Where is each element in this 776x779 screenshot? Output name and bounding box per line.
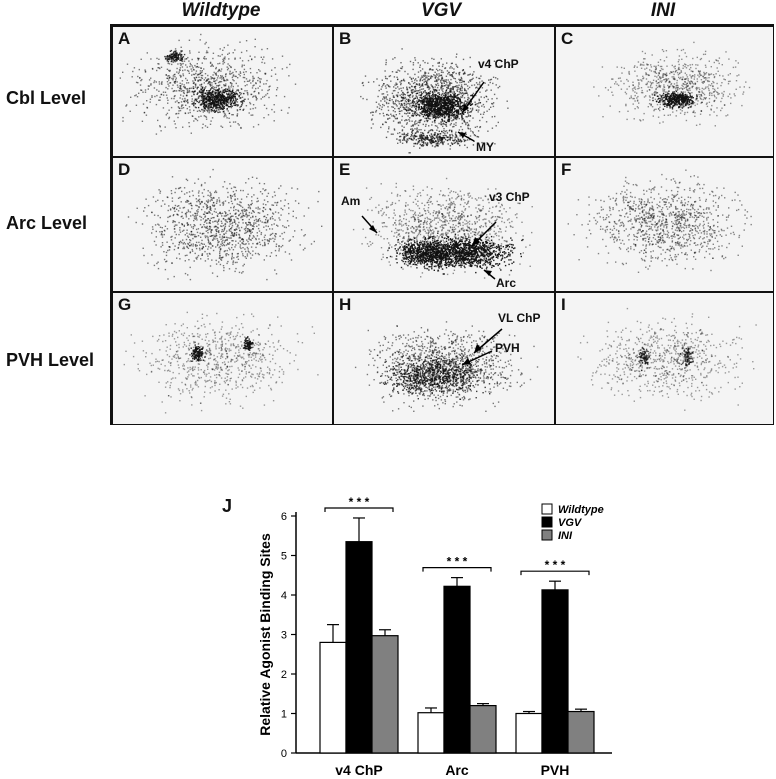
annotation-v4-chp: v4 ChP <box>478 57 519 71</box>
column-header-vgv: VGV <box>420 0 462 21</box>
legend-label: INI <box>558 530 573 542</box>
bar <box>469 705 497 754</box>
panel-b: B v4 ChP MY <box>333 26 555 157</box>
legend-swatch <box>541 516 553 528</box>
x-tick-label: v4 ChP <box>335 762 382 778</box>
bar <box>319 641 347 754</box>
panel-d: D <box>112 157 333 292</box>
chart-panel-letter: J <box>222 496 233 516</box>
y-tick-label: 3 <box>281 630 287 642</box>
panel-letter: F <box>561 160 572 179</box>
column-header-ini: INI <box>650 0 676 21</box>
autoradiograph-image <box>577 307 757 411</box>
panel-a: A <box>112 26 333 157</box>
panel-f: F <box>555 157 774 292</box>
panel-letter: D <box>118 160 131 179</box>
legend-label: Wildtype <box>558 504 604 516</box>
row-header-pvh: PVH Level <box>6 350 95 370</box>
row-header-arc: Arc Level <box>6 213 88 233</box>
autoradiograph-image <box>123 311 319 414</box>
bar <box>515 712 543 754</box>
bar <box>541 589 569 754</box>
y-axis-title: Relative Agonist Binding Sites <box>257 533 273 736</box>
significance-bracket <box>520 570 590 576</box>
annotation-arc: Arc <box>496 276 517 290</box>
y-tick-label: 1 <box>281 709 287 721</box>
legend-swatch <box>541 529 553 541</box>
panel-h: H VL ChP PVH <box>333 292 555 425</box>
panel-letter: E <box>339 160 351 179</box>
bar <box>345 541 373 754</box>
autoradiograph-image <box>127 168 323 281</box>
annotation-vl-chp: VL ChP <box>498 311 541 325</box>
y-tick-label: 4 <box>281 590 287 602</box>
row-header-cbl: Cbl Level <box>6 88 87 108</box>
bar-chart: 0 1 2 3 4 5 6 Relative Agonist Binding Sites v4 … <box>257 495 612 778</box>
bar <box>371 635 399 754</box>
autoradiograph-grid: A B v4 ChP MY C D E Am v3 ChP Arc <box>110 24 774 425</box>
panel-letter: C <box>561 29 574 48</box>
panel-letter: B <box>339 29 352 48</box>
bar <box>567 710 595 754</box>
legend-label: VGV <box>558 517 583 529</box>
legend-swatch <box>541 503 553 515</box>
panel-letter: H <box>339 295 352 314</box>
autoradiograph-image <box>360 48 511 154</box>
autoradiograph-image <box>567 169 752 273</box>
y-tick-label: 0 <box>281 748 287 760</box>
significance-marker: * * * <box>447 555 468 569</box>
panel-letter: I <box>561 295 566 314</box>
panel-letter: G <box>118 295 132 314</box>
panel-g: G <box>112 292 333 425</box>
annotation-am: Am <box>341 194 361 208</box>
bar <box>417 712 445 754</box>
significance-marker: * * * <box>349 495 370 509</box>
column-header-wildtype: Wildtype <box>181 0 261 21</box>
autoradiograph-image <box>354 321 539 412</box>
annotation-my: MY <box>476 140 494 154</box>
panel-e: E Am v3 ChP Arc <box>333 157 555 292</box>
significance-marker: * * * <box>545 558 566 572</box>
x-tick-label: Arc <box>445 762 469 778</box>
annotation-v3-chp: v3 ChP <box>489 190 530 204</box>
panel-c: C <box>555 26 774 157</box>
y-tick-label: 5 <box>281 551 287 563</box>
y-tick-label: 2 <box>281 669 287 681</box>
y-tick-label: 6 <box>281 511 287 523</box>
autoradiograph-image <box>352 177 533 280</box>
significance-bracket <box>422 567 492 572</box>
autoradiograph-image <box>119 33 297 135</box>
panel-i: I <box>555 292 774 425</box>
x-tick-label: PVH <box>541 762 570 778</box>
bar <box>443 585 471 754</box>
annotation-pvh: PVH <box>495 341 520 355</box>
autoradiograph-image <box>593 41 751 127</box>
significance-bracket <box>324 507 394 512</box>
panel-letter: A <box>118 29 131 48</box>
